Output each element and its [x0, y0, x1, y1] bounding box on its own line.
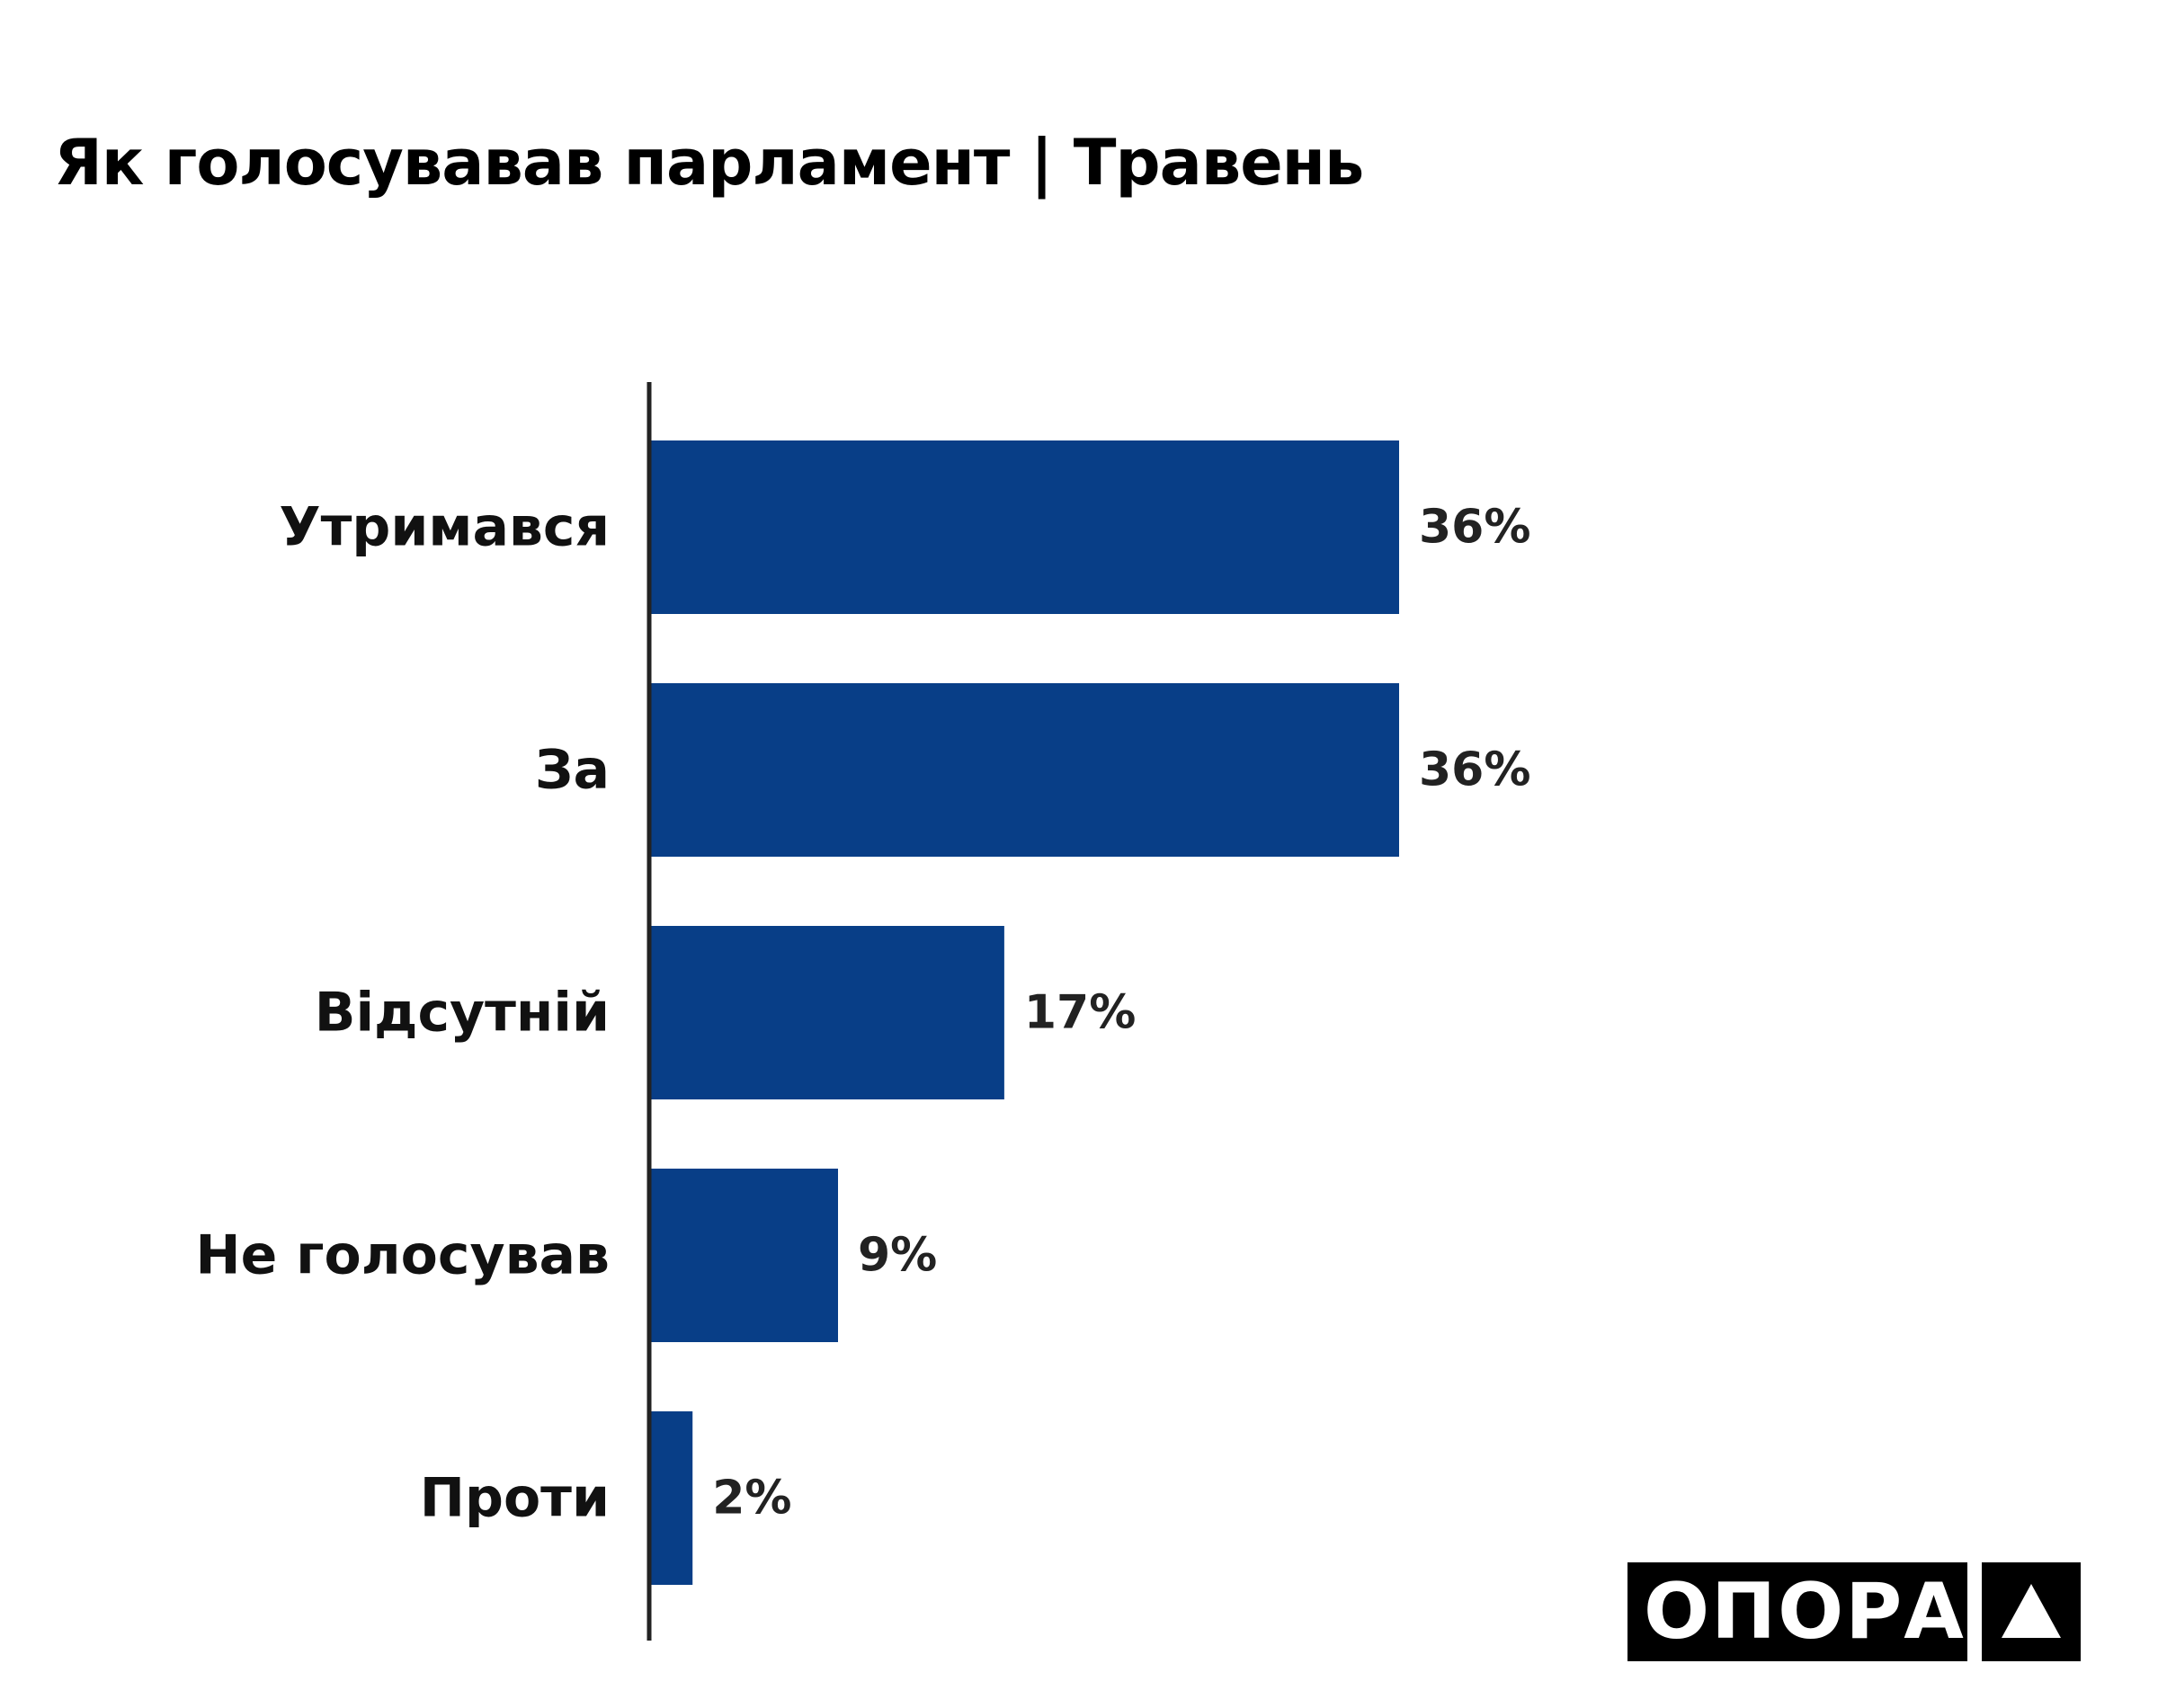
triangle-icon [1982, 1562, 2081, 1661]
value-label: 9% [858, 1229, 937, 1283]
value-label: 36% [1419, 501, 1530, 555]
logo-wordmark: ОПОРА [1627, 1562, 1967, 1661]
value-labels-group: 36% 36% 17% 9% 2% [712, 501, 1530, 1526]
bars-group [651, 440, 1399, 1585]
bar-5 [651, 1411, 693, 1585]
value-label: 36% [1419, 743, 1530, 797]
category-label: За [535, 739, 610, 802]
category-label: Утримався [279, 496, 610, 559]
bar-2 [651, 683, 1399, 857]
chart-title: Як голосувавав парламент | Травень [54, 126, 1364, 200]
value-label: 17% [1024, 986, 1136, 1040]
bar-3 [651, 926, 1004, 1099]
value-label: 2% [712, 1472, 791, 1526]
bar-1 [651, 440, 1399, 614]
category-label: Не голосував [195, 1224, 610, 1287]
opora-logo: ОПОРА [1627, 1562, 2081, 1661]
category-label: Відсутній [315, 982, 610, 1045]
bar-4 [651, 1169, 838, 1342]
category-labels-group: Утримався За Відсутній Не голосував Проти [195, 496, 610, 1530]
category-label: Проти [420, 1467, 610, 1530]
